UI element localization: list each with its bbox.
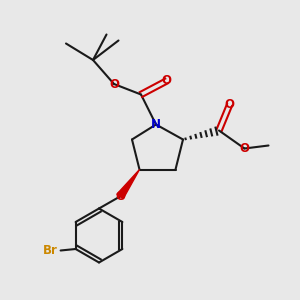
Text: O: O bbox=[161, 74, 172, 88]
Text: Br: Br bbox=[43, 244, 58, 257]
Text: N: N bbox=[151, 118, 161, 131]
Text: O: O bbox=[224, 98, 235, 112]
Text: O: O bbox=[239, 142, 250, 155]
Text: O: O bbox=[109, 77, 119, 91]
Text: O: O bbox=[115, 190, 125, 203]
Polygon shape bbox=[117, 169, 140, 199]
